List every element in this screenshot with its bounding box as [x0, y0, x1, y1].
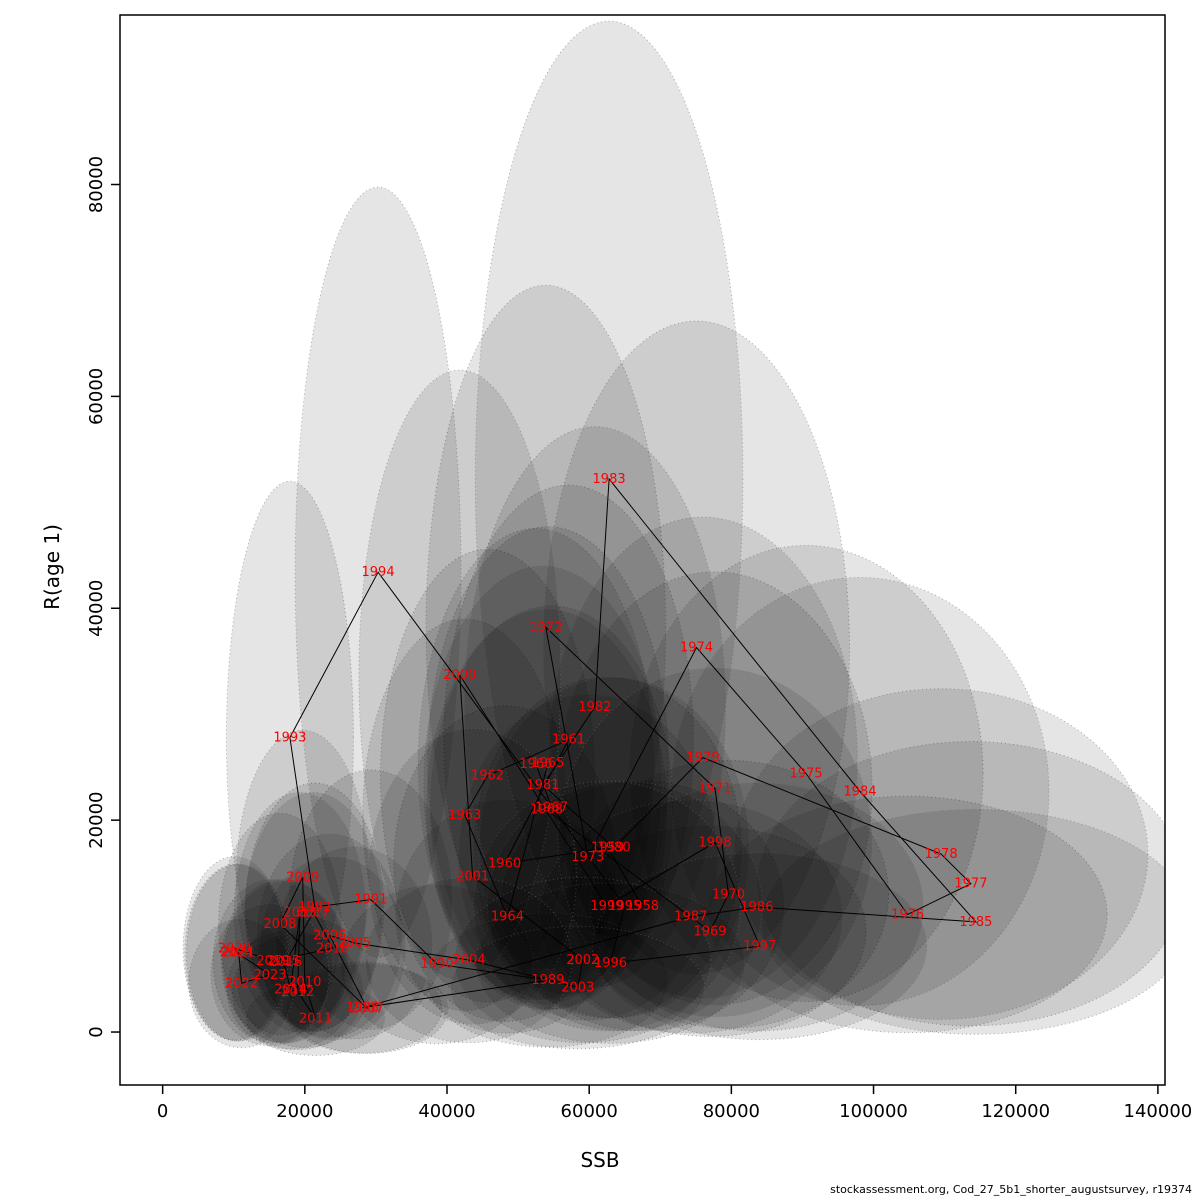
year-label: 1964 — [491, 910, 524, 925]
year-label: 1976 — [891, 907, 924, 922]
plot-box — [119, 14, 1166, 1086]
year-label: 1973 — [571, 850, 604, 865]
x-tick-label: 100000 — [839, 1101, 908, 1122]
year-label: 2013 — [283, 905, 316, 920]
y-tick-label: 0 — [86, 1026, 107, 1037]
x-tick-label: 0 — [157, 1101, 168, 1122]
x-tick-label: 120000 — [981, 1101, 1050, 1122]
year-label: 1997 — [743, 939, 776, 954]
year-label: 1980 — [598, 841, 631, 856]
year-label: 1984 — [843, 785, 876, 800]
year-label: 2000 — [443, 668, 476, 683]
x-tick-label: 20000 — [276, 1101, 333, 1122]
year-label: 1970 — [712, 887, 745, 902]
year-label: 2024 — [220, 946, 253, 961]
x-tick-label: 80000 — [703, 1101, 760, 1122]
year-label: 2009 — [286, 870, 319, 885]
year-label: 2001 — [456, 869, 489, 884]
year-label: 2010 — [288, 975, 321, 990]
year-label: 2006 — [313, 929, 346, 944]
year-label: 1979 — [686, 751, 719, 766]
year-label: 1974 — [680, 640, 713, 655]
year-label: 1983 — [593, 472, 626, 487]
year-label: 2014 — [274, 983, 307, 998]
year-label: 2004 — [452, 953, 485, 968]
x-axis-title: SSB — [580, 1148, 620, 1172]
year-label: 1992 — [298, 900, 331, 915]
year-label: 1978 — [925, 847, 958, 862]
year-label: 2015 — [267, 954, 300, 969]
year-label: 1963 — [448, 808, 481, 823]
year-label: 2011 — [299, 1011, 332, 1026]
year-label: 1981 — [526, 778, 559, 793]
year-label: 1965 — [531, 756, 564, 771]
year-label: 1998 — [698, 835, 731, 850]
year-label: 2005 — [338, 936, 371, 951]
footer-source-text: stockassessment.org, Cod_27_5b1_shorter_… — [830, 1183, 1192, 1196]
x-tick-label: 140000 — [1124, 1101, 1193, 1122]
year-label: 1994 — [362, 565, 395, 580]
year-label: 2021 — [222, 946, 255, 961]
y-tick-label: 80000 — [86, 156, 107, 213]
year-label: 1985 — [959, 915, 992, 930]
x-tick-label: 40000 — [418, 1101, 475, 1122]
year-label: 2003 — [561, 981, 594, 996]
year-label: 2012 — [281, 985, 314, 1000]
confidence-ellipse — [761, 808, 1165, 1035]
year-label: 1986 — [740, 900, 773, 915]
year-label: 1971 — [698, 781, 731, 796]
year-label: 1960 — [488, 857, 521, 872]
trajectory-line — [234, 477, 978, 1019]
year-label: 1988 — [346, 1001, 379, 1016]
y-axis-title: R(age 1) — [40, 524, 64, 610]
year-label: 2018 — [316, 941, 349, 956]
year-label: 1999 — [590, 899, 623, 914]
year-label: 1972 — [529, 620, 562, 635]
year-label: 1962 — [471, 769, 504, 784]
year-label: 1982 — [578, 700, 611, 715]
year-label: 1969 — [693, 924, 726, 939]
year-label: 2022 — [225, 976, 258, 991]
y-tick-label: 40000 — [86, 580, 107, 637]
year-label: 2016 — [269, 955, 302, 970]
year-label: 1961 — [552, 733, 585, 748]
year-label: 2017 — [297, 905, 330, 920]
year-label: 1989 — [531, 973, 564, 988]
year-label: 2007 — [351, 1002, 384, 1017]
year-label: 2020 — [218, 941, 251, 956]
year-label: 1958 — [626, 899, 659, 914]
confidence-ellipses — [182, 20, 1165, 1056]
year-label: 2023 — [253, 968, 286, 983]
year-label: 1995 — [608, 899, 641, 914]
year-label: 1959 — [591, 841, 624, 856]
x-tick-label: 60000 — [561, 1101, 618, 1122]
year-label: 1993 — [273, 731, 306, 746]
year-label: 1967 — [535, 800, 568, 815]
confidence-ellipse — [757, 741, 1165, 1027]
y-tick-label: 60000 — [86, 368, 107, 425]
year-label: 1996 — [594, 956, 627, 971]
year-label: 1966 — [519, 757, 552, 772]
year-label: 1977 — [954, 877, 987, 892]
year-label: 2019 — [256, 954, 289, 969]
year-label: 1990 — [421, 957, 454, 972]
year-label: 2008 — [263, 917, 296, 932]
year-label: 2002 — [566, 953, 599, 968]
year-label: 1968 — [530, 803, 563, 818]
year-label: 1991 — [354, 893, 387, 908]
year-label: 1987 — [674, 910, 707, 925]
year-label: 1975 — [789, 767, 822, 782]
y-tick-label: 20000 — [86, 792, 107, 849]
confidence-ellipse — [184, 863, 289, 1042]
